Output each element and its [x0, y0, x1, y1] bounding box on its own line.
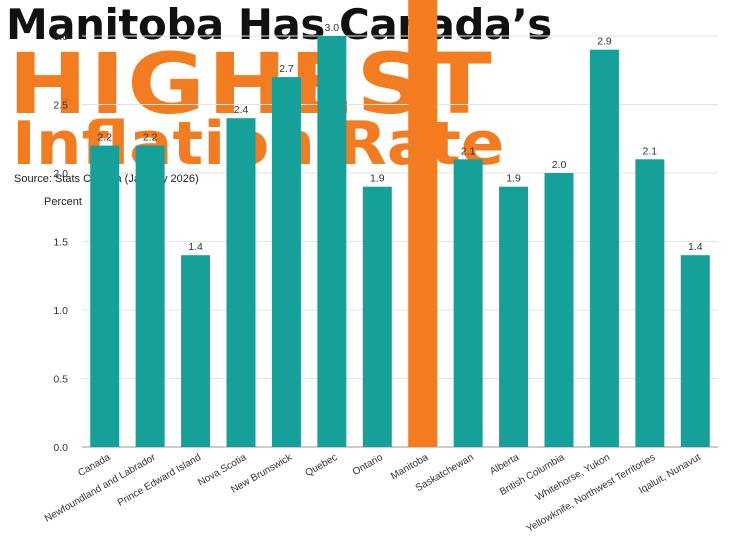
bar-value-label: 3.0	[325, 22, 340, 34]
y-axis-label: Percent	[44, 196, 82, 208]
bar	[453, 159, 483, 448]
bar-value-label: 2.1	[461, 145, 476, 157]
x-tick-label: Ontario	[351, 452, 385, 478]
bar-value-label: 1.4	[188, 241, 203, 253]
y-tick-label: 2.5	[53, 100, 68, 112]
y-tick-label: 3.0	[53, 31, 68, 43]
bar	[408, 0, 438, 448]
bar-value-label: 2.4	[234, 104, 249, 116]
bar-value-label: 1.9	[506, 173, 521, 185]
bar	[135, 145, 165, 447]
y-tick-label: 0.5	[53, 374, 68, 386]
bar	[635, 159, 665, 448]
bar-value-label: 2.0	[552, 159, 567, 171]
x-tick-label: Quebec	[304, 452, 340, 479]
bar	[589, 49, 619, 447]
y-tick-label: 2.0	[53, 168, 68, 180]
bar	[499, 186, 529, 447]
bar	[362, 186, 392, 447]
bar-value-label: 2.2	[143, 132, 158, 144]
bar-value-label: 2.2	[97, 132, 112, 144]
x-tick-label: Alberta	[488, 452, 521, 478]
y-tick-label: 1.5	[53, 237, 68, 249]
bar-value-label: 2.7	[279, 63, 294, 75]
bar-value-label: 2.9	[597, 36, 612, 48]
bar	[90, 145, 120, 447]
bar	[181, 255, 211, 447]
bar-value-label: 1.9	[370, 173, 385, 185]
y-tick-label: 1.0	[53, 305, 68, 317]
bar-value-label: 2.1	[643, 145, 658, 157]
bar-value-label: 1.4	[688, 241, 703, 253]
bar	[271, 77, 301, 447]
bar	[544, 173, 574, 447]
x-tick-label: Prince Edward Island	[116, 452, 203, 509]
bar	[680, 255, 710, 447]
x-tick-label: Whitehorse, Yukon	[534, 452, 612, 503]
x-tick-label: Canada	[76, 452, 112, 479]
y-tick-label: 0.0	[53, 442, 68, 454]
headline-line-1: Manitoba Has Canada’s	[6, 0, 552, 49]
bar	[317, 36, 347, 447]
bar	[226, 118, 256, 447]
